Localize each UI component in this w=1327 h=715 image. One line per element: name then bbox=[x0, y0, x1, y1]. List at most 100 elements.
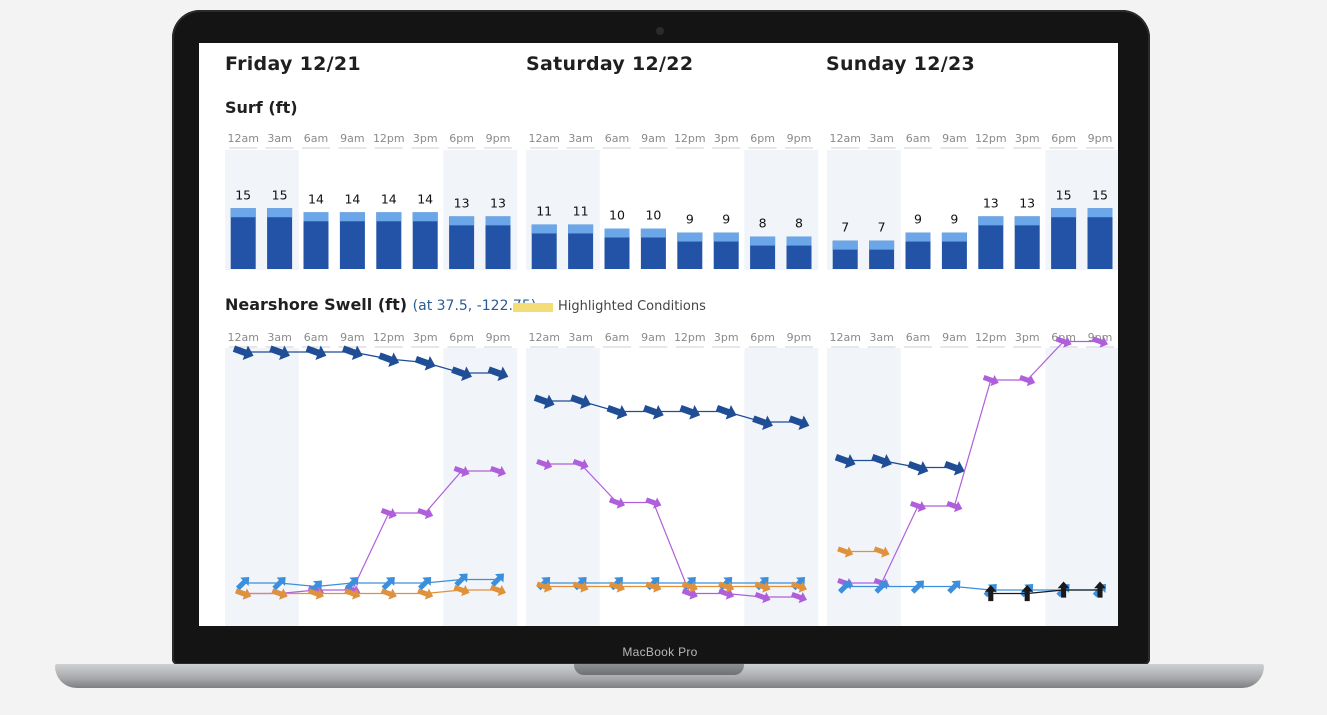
swell-direction-arrow-icon bbox=[645, 581, 662, 593]
surf-bar-cap bbox=[449, 216, 475, 226]
surf-tick-label: 9pm bbox=[1088, 132, 1113, 145]
highlight-swatch bbox=[513, 303, 553, 312]
swell-arrow-shape bbox=[232, 345, 254, 360]
swell-arrow-shape bbox=[272, 576, 286, 591]
swell-arrow-shape bbox=[873, 546, 890, 558]
surf-value-label: 10 bbox=[609, 208, 625, 223]
swell-direction-arrow-icon bbox=[533, 394, 555, 409]
swell-direction-arrow-icon bbox=[946, 500, 963, 513]
swell-arrow-shape bbox=[837, 580, 852, 594]
swell-location-link[interactable]: (at 37.5, -122.75) bbox=[412, 298, 537, 314]
swell-direction-arrow-icon bbox=[341, 345, 363, 360]
swell-tick-label: 6pm bbox=[750, 331, 775, 344]
swell-direction-arrow-icon bbox=[570, 394, 591, 409]
swell-tick-label: 12am bbox=[227, 331, 258, 344]
device-label: MacBook Pro bbox=[622, 645, 698, 659]
swell-tick-label: 12pm bbox=[975, 331, 1007, 344]
surf-value-label: 7 bbox=[878, 220, 886, 235]
forecast-charts: 12am 3am 6am 9am 12pm 3pm 6pm 9pm 12am 3am 6am 9am 1… bbox=[225, 132, 1118, 626]
surf-value-label: 11 bbox=[536, 203, 552, 218]
swell-direction-arrow-icon bbox=[874, 580, 888, 594]
swell-night-am-0 bbox=[225, 348, 299, 626]
swell-direction-arrow-icon bbox=[837, 546, 854, 558]
swell-direction-arrow-icon bbox=[790, 591, 807, 604]
swell-arrow-shape bbox=[380, 507, 397, 520]
swell-direction-arrow-icon bbox=[490, 573, 505, 587]
surf-tick-label: 12pm bbox=[373, 132, 405, 145]
surf-tick-label: 9am bbox=[641, 132, 665, 145]
swell-arrow-shape bbox=[982, 374, 999, 387]
swell-tick-label: 12pm bbox=[674, 331, 706, 344]
swell-tick-label: 6am bbox=[906, 331, 930, 344]
surf-bar-cap bbox=[1051, 208, 1077, 218]
swell-series-line-0 bbox=[845, 459, 955, 469]
swell-arrow-shape bbox=[788, 415, 810, 430]
swell-arrow-shape bbox=[943, 461, 965, 476]
swell-tick-label: 6am bbox=[304, 331, 328, 344]
legend: Highlighted Conditions bbox=[513, 299, 706, 314]
surf-bar-cap bbox=[303, 212, 329, 222]
swell-arrow-shape bbox=[341, 345, 363, 360]
surf-bar-cap bbox=[339, 212, 365, 222]
surf-tick-label: 6pm bbox=[1051, 132, 1076, 145]
swell-direction-arrow-icon bbox=[642, 405, 664, 420]
surf-tick-label: 9pm bbox=[787, 132, 812, 145]
swell-direction-arrow-icon bbox=[837, 580, 852, 594]
swell-arrow-shape bbox=[344, 588, 361, 600]
swell-direction-arrow-icon bbox=[305, 345, 327, 360]
surf-bar-cap bbox=[267, 208, 293, 218]
swell-direction-arrow-icon bbox=[1057, 581, 1070, 598]
surf-bar bbox=[1087, 208, 1113, 269]
swell-direction-arrow-icon bbox=[380, 507, 397, 520]
swell-tick-label: 12pm bbox=[373, 331, 405, 344]
swell-tick-label: 3am bbox=[568, 331, 592, 344]
surf-value-label: 13 bbox=[454, 195, 470, 210]
surf-tick-label: 12am bbox=[829, 132, 860, 145]
swell-direction-arrow-icon bbox=[344, 588, 361, 600]
swell-arrow-shape bbox=[1055, 336, 1072, 348]
surf-value-label: 13 bbox=[983, 195, 999, 210]
surf-value-label: 8 bbox=[759, 216, 767, 231]
swell-arrow-shape bbox=[533, 394, 555, 409]
surf-value-label: 15 bbox=[1056, 187, 1072, 202]
swell-night-am-2 bbox=[827, 348, 901, 626]
swell-direction-arrow-icon bbox=[536, 458, 553, 471]
surf-bar-cap bbox=[832, 240, 858, 250]
swell-arrow-shape bbox=[679, 405, 701, 420]
swell-arrow-shape bbox=[645, 497, 662, 509]
swell-direction-arrow-icon bbox=[232, 345, 254, 360]
swell-arrow-shape bbox=[681, 588, 698, 600]
surf-section-title: Surf (ft) bbox=[225, 98, 298, 117]
swell-direction-arrow-icon bbox=[487, 366, 509, 381]
swell-arrow-shape bbox=[414, 356, 436, 371]
surf-value-label: 9 bbox=[914, 212, 922, 227]
surf-bar bbox=[1051, 208, 1077, 269]
surf-tick-label: 9am bbox=[340, 132, 364, 145]
swell-tick-label: 9am bbox=[641, 331, 665, 344]
swell-night-am-1 bbox=[526, 348, 600, 626]
surf-bar-cap bbox=[1014, 216, 1040, 226]
surf-bar-cap bbox=[786, 236, 812, 246]
swell-direction-arrow-icon bbox=[414, 356, 436, 371]
swell-direction-arrow-icon bbox=[754, 591, 771, 604]
surf-bar bbox=[412, 212, 438, 269]
swell-arrow-shape bbox=[681, 581, 698, 593]
surf-tick-label: 12pm bbox=[975, 132, 1007, 145]
surf-tick-label: 3am bbox=[869, 132, 893, 145]
swell-direction-arrow-icon bbox=[271, 588, 288, 600]
surf-tick-label: 3pm bbox=[1015, 132, 1040, 145]
surf-value-label: 15 bbox=[1092, 187, 1108, 202]
swell-series-line-1 bbox=[845, 340, 1100, 584]
swell-arrow-shape bbox=[489, 584, 506, 597]
swell-direction-arrow-icon bbox=[681, 588, 698, 600]
surf-bar bbox=[303, 212, 329, 269]
surf-bar bbox=[230, 208, 256, 269]
swell-direction-arrow-icon bbox=[907, 461, 929, 476]
swell-direction-arrow-icon bbox=[453, 465, 470, 478]
swell-direction-arrow-icon bbox=[834, 454, 856, 469]
swell-direction-arrow-icon bbox=[417, 507, 434, 520]
swell-arrow-shape bbox=[1019, 374, 1036, 387]
day-title-sunday: Sunday 12/23 bbox=[826, 53, 975, 75]
swell-tick-label: 12am bbox=[829, 331, 860, 344]
swell-arrow-shape bbox=[572, 581, 589, 593]
